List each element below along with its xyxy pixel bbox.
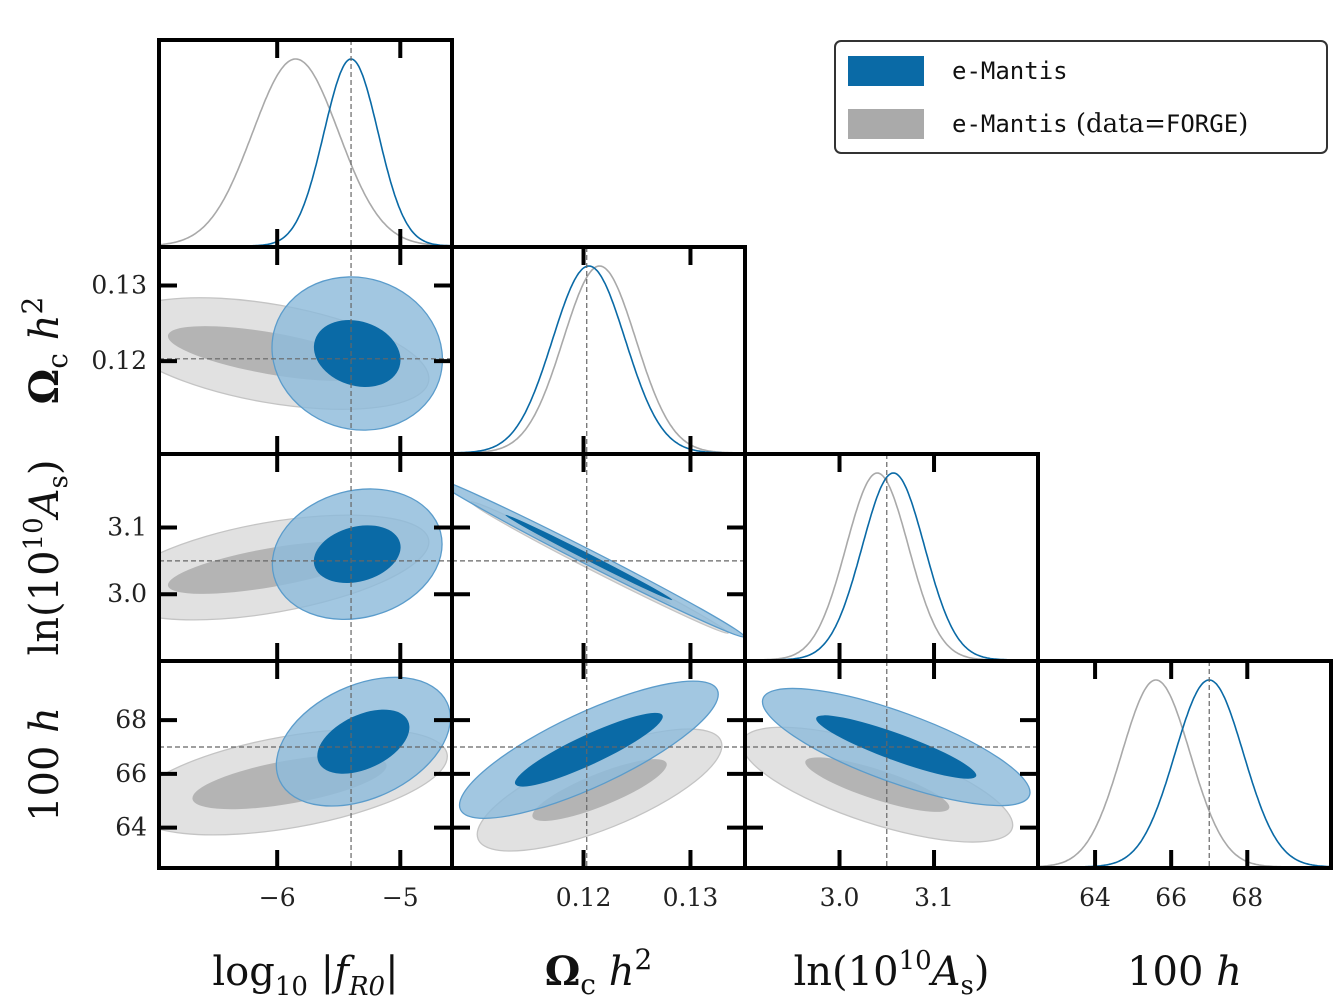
contour-logf-vs-lnas-panel: [159, 454, 452, 661]
legend-label-forge: FORGE: [1165, 110, 1239, 138]
marginal-och2-panel: [452, 247, 745, 454]
xtick-label-h-66: 66: [1155, 883, 1187, 912]
legend-label-e-mantis: e-Mantis: [952, 57, 1068, 85]
marginal-curve-och2-e-mantis: [452, 265, 745, 454]
contour-logf-vs-h-panel: [159, 661, 452, 868]
contour-och2-h-e-mantis-68: [514, 712, 663, 787]
ytick-label-och2-0.13: 0.13: [91, 271, 147, 300]
contour-logf-och2-e-mantis-68: [313, 320, 401, 387]
xtick-label-logf--5: −5: [382, 883, 419, 912]
xlabel-h: 100 h: [1127, 949, 1242, 995]
legend-label-e-mantis-forge: e-Mantis: [952, 110, 1068, 138]
contour-lnas-h-forge-68: [805, 757, 950, 812]
legend-entry-e-mantis-forge: e-Mantis (data=FORGE): [848, 108, 1248, 140]
contour-och2-h-forge-68: [532, 759, 667, 821]
marginal-h-panel: [1038, 661, 1331, 868]
contour-och2-lnas-e-mantis-68: [505, 514, 673, 601]
contour-och2-vs-h-panel: [452, 661, 745, 868]
legend: e-Mantis e-Mantis (data=FORGE): [834, 40, 1328, 154]
marginal-curve-lnas-forge: [745, 472, 1038, 661]
ylabel-lnas: ln(1010As): [19, 460, 74, 656]
marginal-curve-h-e-mantis: [1038, 679, 1331, 868]
xlabel-logf: log10 |fR0|: [212, 949, 398, 1002]
marginal-curve-h-forge: [1038, 679, 1331, 868]
marginal-curve-och2-forge: [452, 265, 745, 454]
contour-logf-h-e-mantis-68: [317, 709, 410, 774]
xtick-label-h-64: 64: [1079, 883, 1111, 912]
contour-och2-vs-lnas-panel: [452, 454, 745, 661]
xtick-label-logf--6: −6: [259, 883, 296, 912]
xtick-label-h-68: 68: [1231, 883, 1263, 912]
marginal-curve-logf-e-mantis: [159, 58, 452, 247]
legend-entry-e-mantis: e-Mantis: [848, 55, 1068, 87]
xtick-label-lnas-3.1: 3.1: [914, 883, 954, 912]
legend-label-close: ): [1238, 109, 1249, 139]
marginal-curve-logf-forge: [159, 58, 452, 247]
contour-lnas-h-e-mantis-68: [816, 715, 977, 779]
legend-swatch-gray: [848, 109, 924, 139]
marginal-h-frame: [1036, 659, 1333, 870]
contour-lnas-vs-h-panel: [745, 661, 1038, 868]
marginal-lnas-frame: [743, 452, 1040, 663]
legend-label-data-prefix: (data=: [1067, 109, 1166, 139]
ytick-label-h-68: 68: [115, 705, 147, 734]
ytick-label-h-64: 64: [115, 813, 147, 842]
marginal-logf-panel: [159, 40, 452, 247]
ytick-label-h-66: 66: [115, 759, 147, 788]
ytick-label-och2-0.12: 0.12: [91, 346, 147, 375]
xtick-label-och2-0.12: 0.12: [556, 883, 612, 912]
xlabel-lnas: ln(1010As): [794, 946, 990, 1001]
ytick-label-lnas-3: 3.0: [107, 579, 147, 608]
legend-swatch-blue: [848, 56, 924, 86]
marginal-curve-lnas-e-mantis: [745, 472, 1038, 661]
marginal-lnas-panel: [745, 454, 1038, 661]
xtick-label-lnas-3: 3.0: [820, 883, 860, 912]
contour-logf-vs-och2-panel: [159, 247, 452, 454]
ylabel-h: 100 h: [22, 707, 68, 822]
marginal-och2-frame: [450, 245, 747, 456]
xtick-label-och2-0.13: 0.13: [663, 883, 719, 912]
ytick-label-lnas-3.1: 3.1: [107, 512, 147, 541]
marginal-logf-frame: [157, 38, 454, 249]
xlabel-och2: Ωc h2: [545, 943, 653, 1001]
ylabel-och2: Ωc h2: [16, 297, 74, 405]
contour-logf-lnas-e-mantis-68: [313, 525, 401, 583]
